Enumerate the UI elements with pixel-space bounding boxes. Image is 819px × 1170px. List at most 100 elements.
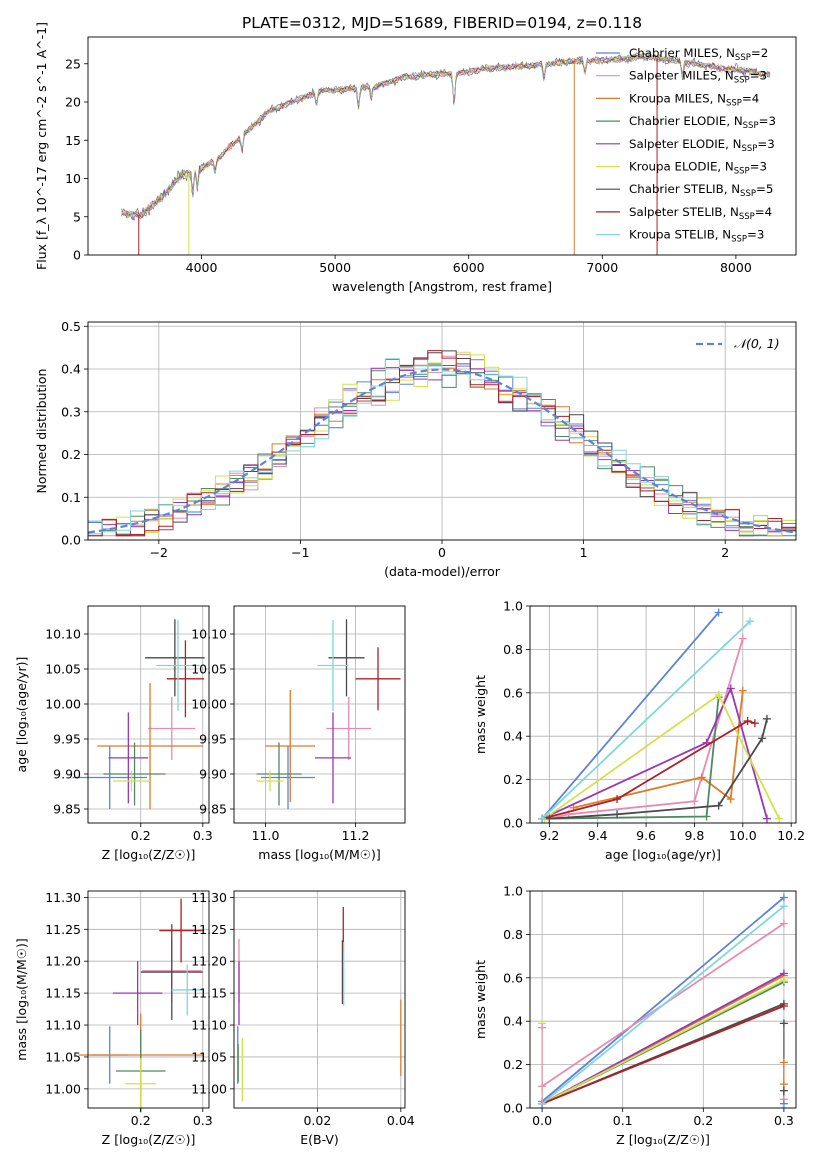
y-tick-label: 0.0 — [503, 1101, 523, 1116]
axes-frame — [233, 890, 406, 1109]
plot-area — [538, 893, 788, 1108]
axes-frame — [529, 605, 797, 824]
x-axis-label: E(B-V) — [300, 1132, 339, 1147]
y-tick-label: 10.05 — [191, 662, 227, 677]
legend-label-end: =3 — [757, 137, 774, 151]
x-tick-label: 0.3 — [193, 1113, 213, 1128]
plot-area — [72, 619, 205, 809]
x-tick-label: 0.3 — [774, 1113, 794, 1128]
legend-label-end: =3 — [747, 228, 764, 242]
x-tick-label: 1 — [580, 545, 588, 560]
y-tick-label: 10.00 — [191, 697, 227, 712]
y-tick-label: 11.05 — [191, 1049, 227, 1064]
legend-label: Kroupa MILES, NSSP=4 — [629, 91, 759, 108]
x-axis-label: Z [log₁₀(Z/Z☉)] — [102, 1132, 196, 1147]
legend-label-sub: SSP — [734, 76, 750, 86]
x-axis-label: age [log₁₀(age/yr)] — [605, 847, 721, 862]
y-axis-label: Normed distribution — [34, 369, 49, 494]
x-tick-label: 9.6 — [636, 828, 656, 843]
legend-label-end: =4 — [755, 205, 772, 219]
y-tick-label: 0.8 — [503, 927, 523, 942]
y-axis-label: Flux [f_λ 10^-17 erg cm^-2 s^-1 A^-1] — [34, 22, 49, 270]
legend-label-end: =3 — [750, 69, 767, 83]
y-tick-label: 11.20 — [45, 954, 81, 969]
gaussian-curve — [87, 368, 797, 534]
spectrum-line-kroupa-elodie — [121, 52, 771, 220]
x-tick-label: 0.02 — [303, 1113, 331, 1128]
legend-label-sub: SSP — [741, 144, 757, 154]
y-tick-label: 10.10 — [45, 627, 81, 642]
x-tick-label: 9.8 — [684, 828, 704, 843]
plot-area — [78, 898, 203, 1113]
mass-weight-line-salpeter-stelib — [541, 1005, 785, 1105]
legend-label-main: Salpeter MILES, N — [629, 69, 734, 83]
y-tick-label: 5 — [73, 209, 81, 224]
x-tick-label: 0.2 — [693, 1113, 713, 1128]
y-tick-label: 0 — [73, 248, 81, 263]
x-tick-label: 11.0 — [252, 828, 280, 843]
x-tick-label: 4000 — [186, 260, 218, 275]
axes-frame — [529, 890, 797, 1109]
y-axis-label: mass [log₁₀(M/M☉)] — [14, 938, 29, 1060]
mass-weight-line-kroupa-miles — [573, 690, 744, 809]
legend-label-main: Kroupa ELODIE, N — [629, 160, 734, 174]
mass-vs-ebv-panel: 0.02 0.04 11.00 11.05 11.10 11.15 11.20 11.25 11… — [191, 890, 415, 1147]
y-tick-label: 11.10 — [191, 1018, 227, 1033]
histogram-kroupa-stelib — [88, 358, 796, 536]
legend-label-main: Chabrier ELODIE, N — [629, 114, 743, 128]
legend-label-main: Kroupa STELIB, N — [629, 228, 731, 242]
y-axis-label: mass weight — [473, 675, 488, 754]
y-tick-label: 11.10 — [45, 1018, 81, 1033]
legend-label: Chabrier ELODIE, NSSP=3 — [629, 114, 776, 131]
y-tick-label: 9.85 — [199, 802, 227, 817]
histogram-salpeter-stelib — [88, 350, 796, 537]
plot-area — [237, 906, 402, 1102]
y-tick-label: 0.2 — [503, 1057, 523, 1072]
legend-label-end: =5 — [756, 182, 773, 196]
y-tick-label: 25 — [65, 56, 81, 71]
y-tick-label: 10 — [65, 171, 81, 186]
x-axis-label: wavelength [Angstrom, rest frame] — [332, 279, 552, 294]
mass-weight-line-chabrier-miles — [541, 896, 785, 1103]
y-tick-label: 10.10 — [191, 627, 227, 642]
x-tick-label: −2 — [150, 545, 168, 560]
spectrum-line-kroupa-stelib — [121, 53, 771, 219]
y-tick-label: 0.3 — [61, 404, 81, 419]
mass-weight-line-salpeter-stelib — [541, 720, 756, 820]
y-tick-label: 9.95 — [199, 732, 227, 747]
x-tick-label: 0.1 — [613, 1113, 633, 1128]
y-tick-label: 10.05 — [45, 662, 81, 677]
x-tick-label: 10.0 — [729, 828, 757, 843]
x-tick-label: 6000 — [453, 260, 485, 275]
legend-label: Kroupa ELODIE, NSSP=3 — [629, 160, 767, 177]
y-tick-label: 1.0 — [503, 599, 523, 614]
figure-title: PLATE=0312, MJD=51689, FIBERID=0194, z=0… — [242, 14, 642, 32]
y-tick-label: 0.0 — [61, 533, 81, 548]
legend-label: Salpeter ELODIE, NSSP=3 — [629, 137, 775, 154]
legend-label-sub: SSP — [743, 121, 759, 131]
y-tick-label: 15 — [65, 133, 81, 148]
legend-label: Salpeter MILES, NSSP=3 — [629, 69, 767, 86]
x-tick-label: 11.2 — [342, 828, 370, 843]
y-tick-label: 0.6 — [503, 970, 523, 985]
y-tick-label: 11.15 — [45, 986, 81, 1001]
x-tick-label: −1 — [291, 545, 309, 560]
legend-label: 𝒩(0, 1) — [734, 336, 780, 351]
legend-label-main: Chabrier STELIB, N — [629, 182, 740, 196]
y-tick-label: 0.4 — [503, 1014, 523, 1029]
legend-label-main: Chabrier MILES, N — [629, 46, 735, 60]
x-tick-label: 9.2 — [539, 828, 559, 843]
legend-label-sub: SSP — [734, 167, 750, 177]
x-tick-label: 2 — [721, 545, 729, 560]
age-vs-z-panel: 0.2 0.3 9.85 9.90 9.95 10.00 10.05 10.10 Z [log₁… — [14, 605, 213, 862]
y-tick-label: 0.4 — [61, 362, 81, 377]
mass-weight-line-salpeter-miles — [549, 638, 744, 820]
y-tick-label: 11.00 — [191, 1081, 227, 1096]
axes-frame — [233, 605, 406, 824]
legend-label-end: =3 — [750, 160, 767, 174]
legend-label: Salpeter STELIB, NSSP=4 — [629, 205, 772, 222]
legend-label-main: Kroupa MILES, N — [629, 91, 726, 105]
spectrum-line-chabrier-stelib — [121, 52, 771, 220]
x-tick-label: 0.0 — [532, 1113, 552, 1128]
